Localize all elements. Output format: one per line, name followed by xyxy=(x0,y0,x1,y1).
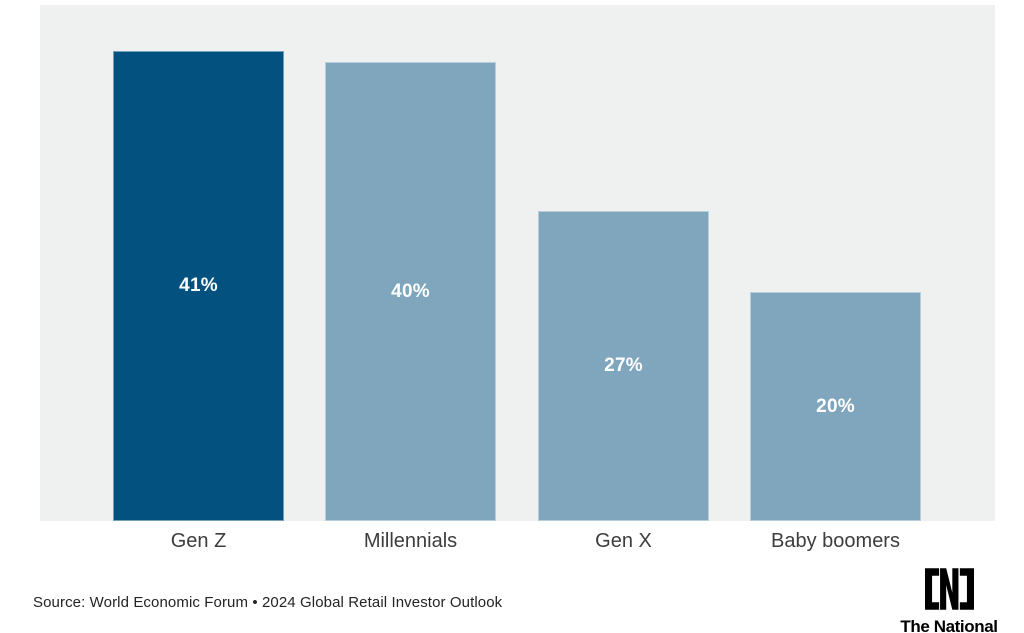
bar-value-label: 41% xyxy=(179,275,218,296)
bar-millennials: 40% xyxy=(325,62,496,521)
brand-name: The National xyxy=(900,617,998,633)
bar-value-label: 40% xyxy=(391,280,430,302)
bar-value-label: 27% xyxy=(604,355,643,376)
bar-baby-boomers: 20% xyxy=(750,292,921,521)
plot-area: 41% 40% 27% 20% xyxy=(40,5,995,521)
source-note: Source: World Economic Forum • 2024 Glob… xyxy=(33,594,503,611)
the-national-logo-icon xyxy=(924,568,974,610)
category-label: Millennials xyxy=(363,530,458,552)
category-label: Baby boomers xyxy=(771,530,900,552)
bar-gen-x: 27% xyxy=(538,211,709,521)
category-label: Gen X xyxy=(595,530,652,552)
bar-value-label: 20% xyxy=(816,395,855,417)
brand-block: The National xyxy=(899,567,999,633)
bar-gen-z: 41% xyxy=(113,51,284,521)
category-label: Gen Z xyxy=(170,530,227,552)
